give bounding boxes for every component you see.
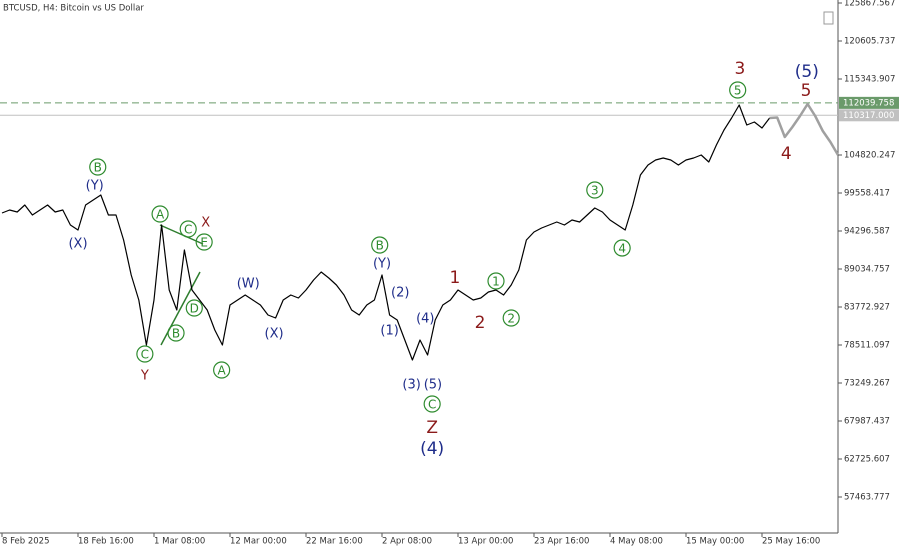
wave-circle: [136, 345, 154, 363]
wave-circle: [151, 205, 169, 223]
wave-label: B: [376, 239, 384, 253]
wave-label: D: [190, 302, 199, 316]
x-tick-label: 22 Mar 16:00: [306, 537, 363, 547]
y-tick-label: 57463.777: [844, 493, 890, 503]
x-tick-label: 25 May 16:00: [762, 537, 820, 547]
icon: [823, 11, 834, 25]
wave-label: (5): [795, 62, 819, 82]
wave-circle: [167, 324, 185, 342]
wave-label: (W): [237, 277, 260, 292]
wave-label: 1: [492, 275, 500, 289]
wave-circle: [179, 220, 197, 238]
wave-label: A: [218, 363, 227, 377]
wave-label: 4: [781, 144, 792, 164]
y-tick-label: 104820.247: [844, 151, 895, 161]
wave-label: C: [141, 347, 149, 361]
x-tick-label: 8 Feb 2025: [2, 537, 50, 547]
wave-label: 2: [507, 311, 515, 325]
wave-label: B: [172, 326, 180, 340]
wave-label: 2: [475, 313, 486, 333]
wave-label: (4): [420, 439, 444, 459]
wave-circle: [729, 81, 747, 99]
x-tick-label: 15 May 00:00: [686, 537, 744, 547]
wave-circle: [613, 239, 631, 257]
wave-label: 5: [734, 83, 742, 97]
wave-label: C: [428, 397, 436, 411]
wave-label: 5: [801, 81, 812, 101]
wave-label: Y: [140, 369, 149, 384]
x-tick-label: 18 Feb 16:00: [78, 537, 134, 547]
wave-label: (Y): [373, 256, 391, 271]
wave-label: 3: [735, 59, 746, 79]
y-tick-label: 62725.607: [844, 455, 890, 465]
wave-label: X: [201, 215, 210, 230]
y-tick-label: 94296.587: [844, 227, 890, 237]
y-tick-label: 89034.757: [844, 265, 890, 275]
y-tick-label: 115343.907: [844, 75, 895, 85]
level-label: 112039.758: [843, 98, 894, 108]
x-tick-label: 1 Mar 08:00: [154, 537, 205, 547]
wave-label: B: [94, 161, 102, 175]
y-tick-label: 83772.927: [844, 303, 890, 313]
wave-label: (X): [265, 326, 284, 341]
wave-circle: [586, 181, 604, 199]
wave-label: (X): [68, 237, 87, 252]
wave-label: (2): [391, 286, 409, 301]
wave-label: A: [156, 208, 165, 222]
y-tick-label: 73249.267: [844, 379, 890, 389]
level-label-box: [839, 96, 899, 109]
wave-circle: [423, 395, 441, 413]
projection-line: [769, 102, 840, 156]
x-tick-label: 23 Apr 16:00: [534, 537, 589, 547]
x-tick-label: 12 Mar 00:00: [230, 537, 287, 547]
y-tick-label: 125867.567: [844, 0, 895, 9]
wave-circle: [185, 299, 203, 317]
level-label-box: [839, 109, 899, 122]
y-tick-label: 99558.417: [844, 189, 890, 199]
wave-circle: [89, 158, 107, 176]
wave-label: (Y): [86, 179, 104, 194]
y-tick-label: 120605.737: [844, 37, 895, 47]
wave-label: (5): [424, 377, 442, 392]
y-tick-label: 67987.437: [844, 417, 890, 427]
wave-circle: [487, 272, 505, 290]
wave-label: (3): [402, 377, 420, 392]
x-tick-label: 4 May 08:00: [610, 537, 663, 547]
level-label: 110317.000: [843, 111, 894, 121]
wave-label: C: [184, 223, 192, 237]
wave-label: 3: [591, 183, 599, 197]
chart-title: BTCUSD, H4: Bitcoin vs US Dollar: [3, 4, 144, 14]
wave-label: E: [200, 236, 208, 250]
wave-circle: [213, 361, 231, 379]
wave-label: 1: [450, 268, 461, 288]
wave-label: 4: [618, 241, 626, 255]
wave-label: (1): [380, 324, 398, 339]
y-tick-label: 78511.097: [844, 341, 890, 351]
price-line: [1, 104, 771, 361]
wave-label: (4): [416, 311, 434, 326]
wave-circle: [502, 309, 520, 327]
x-tick-label: 13 Apr 00:00: [458, 537, 513, 547]
x-tick-label: 2 Apr 08:00: [382, 537, 432, 547]
wave-circle: [195, 233, 213, 251]
wave-label: Z: [426, 418, 438, 438]
wave-circle: [371, 236, 389, 254]
